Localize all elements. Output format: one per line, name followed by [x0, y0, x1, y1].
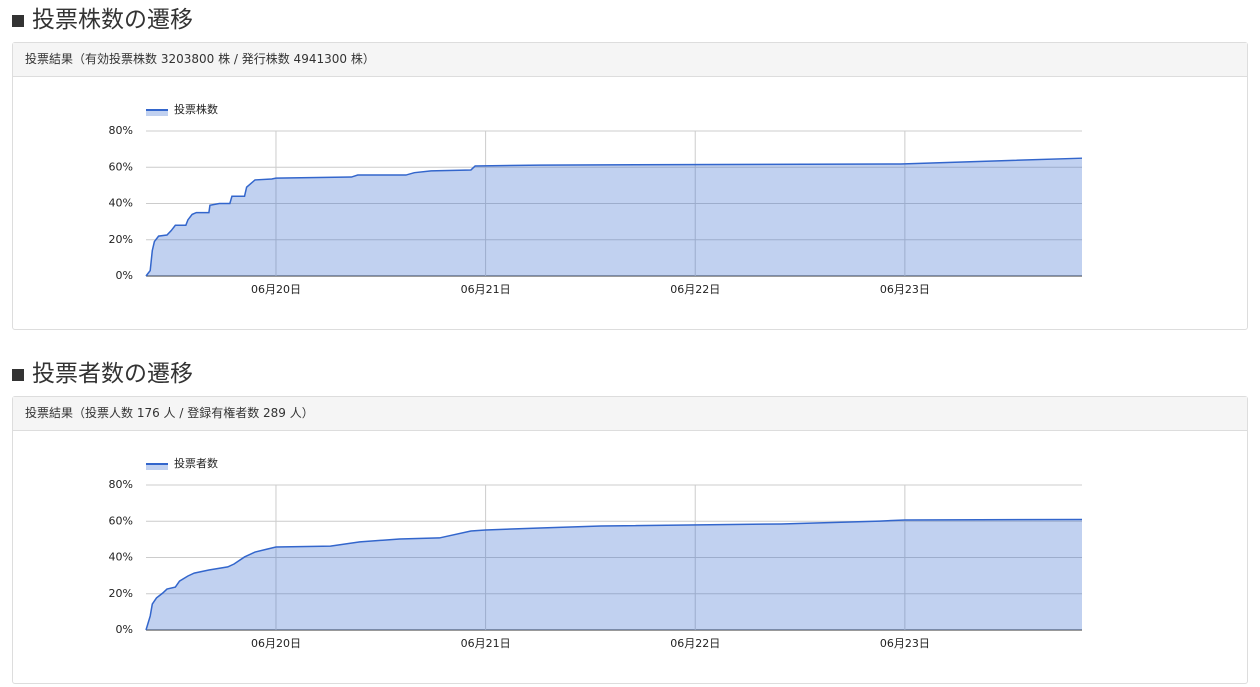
- y-tick-label: 80%: [109, 124, 133, 137]
- y-tick-label: 40%: [109, 197, 133, 210]
- x-tick-label: 06月20日: [251, 283, 301, 296]
- heading: 投票株数の遷移: [12, 4, 193, 36]
- y-tick-label: 40%: [109, 551, 133, 564]
- page: 投票株数の遷移 投票結果（有効投票株数 3203800 株 / 発行株数 494…: [12, 4, 1248, 684]
- line: [145, 157, 1083, 277]
- line: [145, 518, 1083, 631]
- y-tick-label: 80%: [109, 478, 133, 491]
- legend-swatch: [146, 464, 168, 470]
- chart: 0% 20% 40% 60% 80% 06月20日 06月21日 06月22日 06月23日 投票…: [109, 456, 1083, 650]
- x-tick-label: 06月22日: [670, 283, 720, 296]
- heading-text: 投票株数の遷移: [32, 7, 193, 33]
- panel: 投票結果（有効投票株数 3203800 株 / 発行株数 4941300 株） …: [12, 42, 1248, 330]
- panel-header: 投票結果（有効投票株数 3203800 株 / 発行株数 4941300 株）: [13, 43, 1247, 77]
- chart: 0% 20% 40% 60% 80% 06月20日 06月21日 06月22日 06月23日 投票…: [109, 102, 1083, 296]
- x-tick-label: 06月21日: [461, 283, 511, 296]
- y-tick-label: 60%: [109, 514, 133, 527]
- legend-label: 投票者数: [174, 456, 218, 470]
- y-tick-label: 0%: [116, 623, 133, 636]
- area: [146, 158, 1082, 276]
- x-tick-label: 06月22日: [670, 637, 720, 650]
- heading-icon: [12, 14, 24, 27]
- y-tick-label: 20%: [109, 587, 133, 600]
- x-tick-label: 06月23日: [880, 283, 930, 296]
- y-tick-label: 20%: [109, 233, 133, 246]
- x-tick-label: 06月20日: [251, 637, 301, 650]
- legend-label: 投票株数: [174, 102, 218, 116]
- panel-header: 投票結果（投票人数 176 人 / 登録有権者数 289 人）: [13, 397, 1247, 431]
- y-tick-label: 0%: [116, 269, 133, 282]
- panel: 投票結果（投票人数 176 人 / 登録有権者数 289 人） 0% 20% 40%…: [12, 396, 1248, 684]
- heading-text: 投票者数の遷移: [32, 361, 193, 387]
- x-tick-label: 06月23日: [880, 637, 930, 650]
- legend-swatch: [146, 110, 168, 116]
- y-tick-label: 60%: [109, 160, 133, 173]
- heading-icon: [12, 368, 24, 381]
- heading: 投票者数の遷移: [12, 358, 193, 390]
- area: [146, 519, 1082, 630]
- x-tick-label: 06月21日: [461, 637, 511, 650]
